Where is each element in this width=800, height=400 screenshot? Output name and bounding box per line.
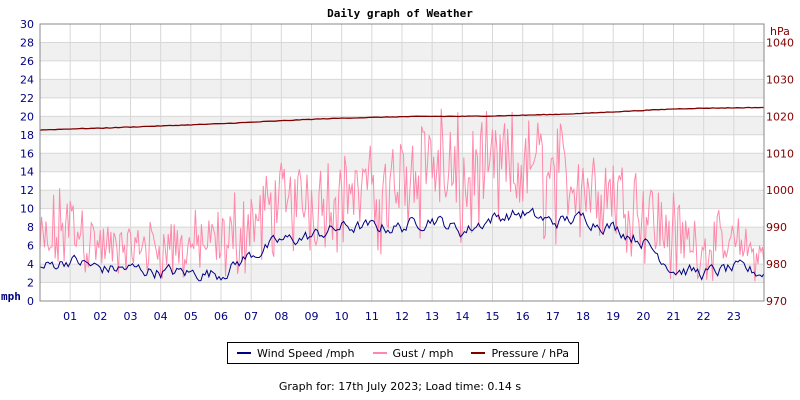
chart-title: Daily graph of Weather <box>327 7 473 20</box>
left-tick-label: 2 <box>27 277 34 290</box>
right-tick-label: 980 <box>766 258 787 271</box>
right-tick-label: 1030 <box>766 73 794 86</box>
legend-swatch-wind <box>237 352 251 354</box>
x-tick-label: 15 <box>486 310 500 323</box>
legend-label-gust: Gust / mph <box>392 346 454 360</box>
x-tick-label: 05 <box>184 310 198 323</box>
left-tick-label: 6 <box>27 240 34 253</box>
right-tick-label: 1000 <box>766 184 794 197</box>
legend-swatch-gust <box>372 352 387 354</box>
left-tick-label: 28 <box>20 36 34 49</box>
x-tick-label: 02 <box>93 310 107 323</box>
left-tick-label: 8 <box>27 221 34 234</box>
x-tick-label: 10 <box>335 310 349 323</box>
x-tick-label: 11 <box>365 310 379 323</box>
legend-item-gust: Gust / mph <box>372 346 454 360</box>
left-tick-label: 10 <box>20 203 34 216</box>
x-axis: 01 02 03 04 05 06 07 08 09 10 11 12 13 14 15 16 17 18 19 20… <box>63 310 741 323</box>
right-tick-label: 1010 <box>766 147 794 160</box>
x-tick-label: 21 <box>667 310 681 323</box>
legend-swatch-pressure <box>471 352 486 354</box>
x-tick-label: 13 <box>425 310 439 323</box>
pressure-line <box>39 106 764 131</box>
x-tick-label: 12 <box>395 310 409 323</box>
right-tick-label: 970 <box>766 295 787 308</box>
x-tick-label: 18 <box>576 310 590 323</box>
pressure-series <box>39 106 764 131</box>
legend-item-pressure: Pressure / hPa <box>471 347 569 360</box>
x-tick-label: 03 <box>124 310 138 323</box>
legend-item-wind: Wind Speed /mph <box>237 347 355 360</box>
x-tick-label: 01 <box>63 310 77 323</box>
legend: Wind Speed /mph Gust / mph Pressure / hP… <box>227 342 579 364</box>
right-tick-label: 1040 <box>766 36 794 49</box>
left-tick-label: 0 <box>27 295 34 308</box>
legend-label-pressure: Pressure / hPa <box>491 346 569 360</box>
right-axis: 970 980 990 1000 1010 1020 1030 1040 <box>766 36 794 308</box>
left-tick-label: 16 <box>20 147 34 160</box>
x-tick-label: 07 <box>244 310 258 323</box>
right-tick-label: 1020 <box>766 110 794 123</box>
x-tick-label: 23 <box>727 310 741 323</box>
x-tick-label: 08 <box>274 310 288 323</box>
x-tick-label: 22 <box>697 310 711 323</box>
left-tick-label: 4 <box>27 258 34 271</box>
left-tick-label: 12 <box>20 184 34 197</box>
wind-line <box>39 207 765 282</box>
left-axis-unit: mph <box>1 290 21 303</box>
x-tick-label: 04 <box>154 310 168 323</box>
left-tick-label: 22 <box>20 92 34 105</box>
footer-info: Graph for: 17th July 2023; Load time: 0.… <box>278 380 522 393</box>
x-tick-label: 16 <box>516 310 530 323</box>
x-tick-label: 14 <box>455 310 469 323</box>
left-tick-label: 14 <box>20 166 34 179</box>
x-tick-label: 09 <box>305 310 319 323</box>
right-axis-unit: hPa <box>770 25 790 38</box>
left-tick-label: 24 <box>20 73 34 86</box>
x-tick-label: 20 <box>636 310 650 323</box>
x-tick-label: 06 <box>214 310 228 323</box>
wind-series <box>39 207 765 282</box>
left-tick-label: 20 <box>20 110 34 123</box>
x-tick-label: 17 <box>546 310 560 323</box>
right-tick-label: 990 <box>766 221 787 234</box>
legend-label-wind: Wind Speed /mph <box>257 346 355 360</box>
plot-frame <box>39 23 765 302</box>
left-tick-label: 26 <box>20 55 34 68</box>
left-tick-label: 30 <box>20 18 34 31</box>
left-tick-label: 18 <box>20 129 34 142</box>
x-tick-label: 19 <box>606 310 620 323</box>
